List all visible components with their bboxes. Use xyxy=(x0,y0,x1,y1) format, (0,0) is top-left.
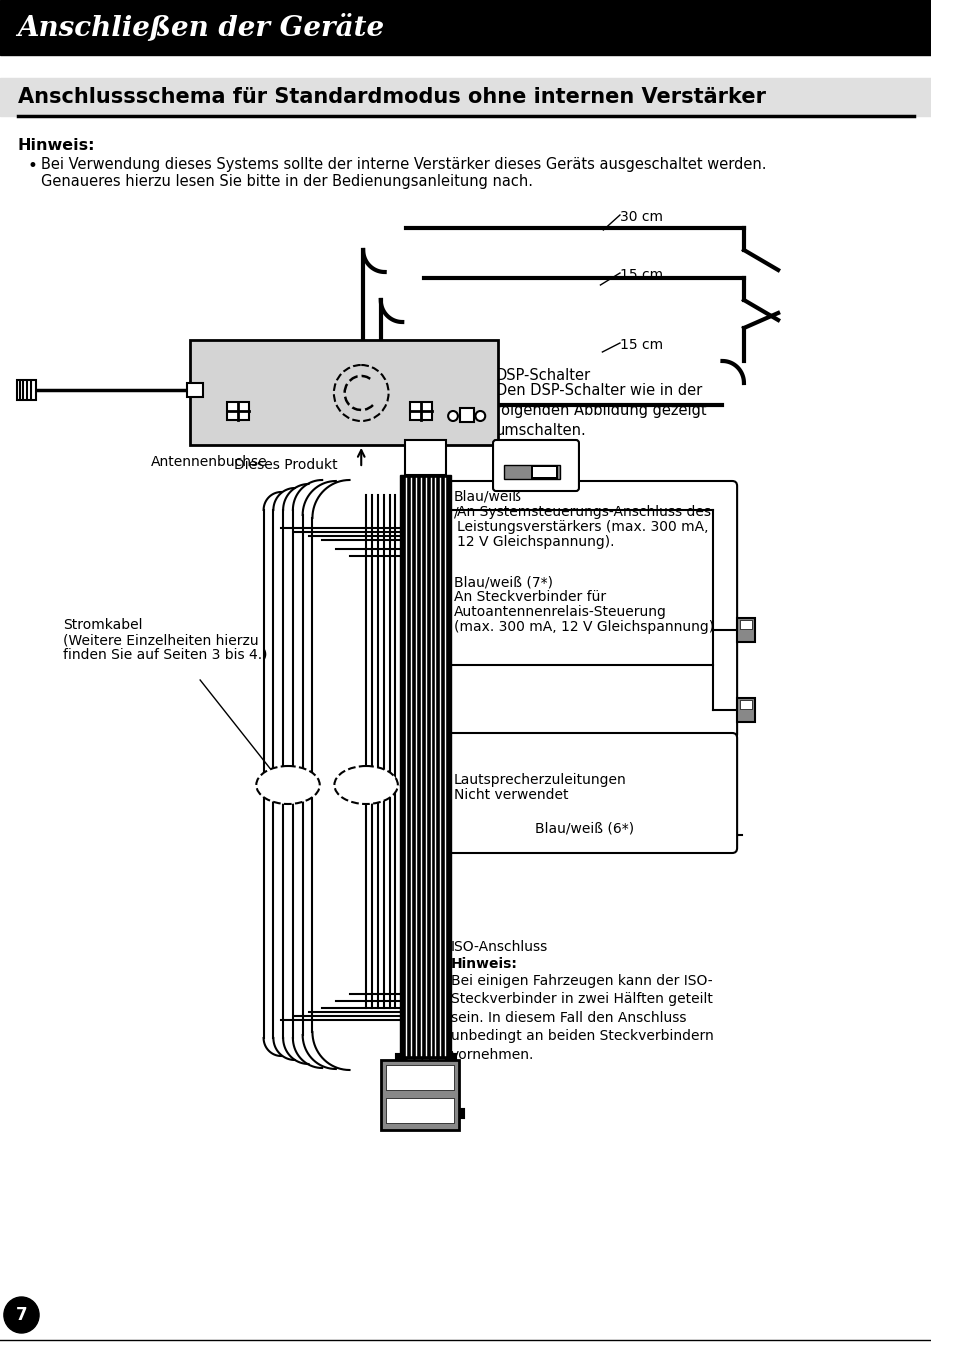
FancyBboxPatch shape xyxy=(439,733,737,854)
Text: Dieses Produkt: Dieses Produkt xyxy=(234,458,337,472)
Text: Anschlussschema für Standardmodus ohne internen Verstärker: Anschlussschema für Standardmodus ohne i… xyxy=(17,87,764,107)
Bar xyxy=(385,1065,454,1089)
Text: Blau/weiß (7*): Blau/weiß (7*) xyxy=(454,575,553,589)
FancyBboxPatch shape xyxy=(439,481,737,738)
Text: finden Sie auf Seiten 3 bis 4.): finden Sie auf Seiten 3 bis 4.) xyxy=(64,648,268,663)
Text: An Systemsteuerungs-Anschluss des: An Systemsteuerungs-Anschluss des xyxy=(456,505,710,519)
Bar xyxy=(740,701,751,709)
Ellipse shape xyxy=(256,766,319,804)
Text: 30 cm: 30 cm xyxy=(619,210,662,224)
Text: An Steckverbinder für: An Steckverbinder für xyxy=(454,589,605,604)
Text: 12 V Gleichspannung).: 12 V Gleichspannung). xyxy=(456,535,614,549)
Text: Antennenbuchse: Antennenbuchse xyxy=(152,455,268,469)
Text: Bei Verwendung dieses Systems sollte der interne Verstärker dieses Geräts ausges: Bei Verwendung dieses Systems sollte der… xyxy=(41,157,765,172)
Text: 15 cm: 15 cm xyxy=(619,268,662,282)
Circle shape xyxy=(475,411,485,421)
Bar xyxy=(191,340,497,444)
Text: (Weitere Einzelheiten hierzu: (Weitere Einzelheiten hierzu xyxy=(64,633,259,646)
Bar xyxy=(380,1060,458,1130)
Text: DSP-Schalter: DSP-Schalter xyxy=(496,369,591,383)
Text: Autoantennenrelais-Steuerung: Autoantennenrelais-Steuerung xyxy=(454,604,666,619)
Text: NW: NW xyxy=(505,453,528,466)
Text: Hinweis:: Hinweis: xyxy=(17,138,95,153)
Text: Blau/weiß: Blau/weiß xyxy=(454,491,521,504)
Text: Leistungsverstärkers (max. 300 mA,: Leistungsverstärkers (max. 300 mA, xyxy=(456,520,708,534)
Bar xyxy=(16,379,36,400)
Bar xyxy=(740,621,751,629)
Text: Blau/weiß (6*): Blau/weiß (6*) xyxy=(535,822,634,836)
Bar xyxy=(459,408,473,421)
Bar xyxy=(0,0,930,56)
Bar xyxy=(737,698,754,722)
Text: STD: STD xyxy=(535,453,560,466)
Text: •: • xyxy=(28,157,37,175)
Text: Den DSP-Schalter wie in der
folgenden Abbildung gezeigt
umschalten.: Den DSP-Schalter wie in der folgenden Ab… xyxy=(496,383,706,438)
Bar xyxy=(410,402,431,420)
Text: Stromkabel: Stromkabel xyxy=(64,618,143,631)
Bar xyxy=(503,465,559,480)
Text: Bei einigen Fahrzeugen kann der ISO-
Steckverbinder in zwei Hälften geteilt
sein: Bei einigen Fahrzeugen kann der ISO- Ste… xyxy=(451,974,713,1061)
Text: /: / xyxy=(454,505,458,519)
Text: 15 cm: 15 cm xyxy=(619,337,662,352)
Bar xyxy=(187,383,203,397)
Ellipse shape xyxy=(335,766,397,804)
Circle shape xyxy=(334,364,388,421)
Bar xyxy=(533,467,556,477)
Bar xyxy=(0,79,930,117)
Bar xyxy=(385,1098,454,1123)
Text: Hinweis:: Hinweis: xyxy=(451,957,517,972)
Text: Anschließen der Geräte: Anschließen der Geräte xyxy=(17,14,384,42)
Bar xyxy=(737,618,754,642)
FancyBboxPatch shape xyxy=(493,440,578,491)
Circle shape xyxy=(4,1297,39,1333)
Bar xyxy=(400,476,451,1058)
Text: Lautsprecherzuleitungen: Lautsprecherzuleitungen xyxy=(454,772,626,787)
Bar xyxy=(531,465,558,480)
Text: 7: 7 xyxy=(15,1306,28,1324)
Circle shape xyxy=(448,411,457,421)
Bar xyxy=(227,402,249,420)
Text: (max. 300 mA, 12 V Gleichspannung).: (max. 300 mA, 12 V Gleichspannung). xyxy=(454,621,718,634)
Text: Genaueres hierzu lesen Sie bitte in der Bedienungsanleitung nach.: Genaueres hierzu lesen Sie bitte in der … xyxy=(41,173,533,188)
Bar xyxy=(405,440,446,476)
Text: Nicht verwendet: Nicht verwendet xyxy=(454,789,568,802)
Text: ISO-Anschluss: ISO-Anschluss xyxy=(451,940,548,954)
